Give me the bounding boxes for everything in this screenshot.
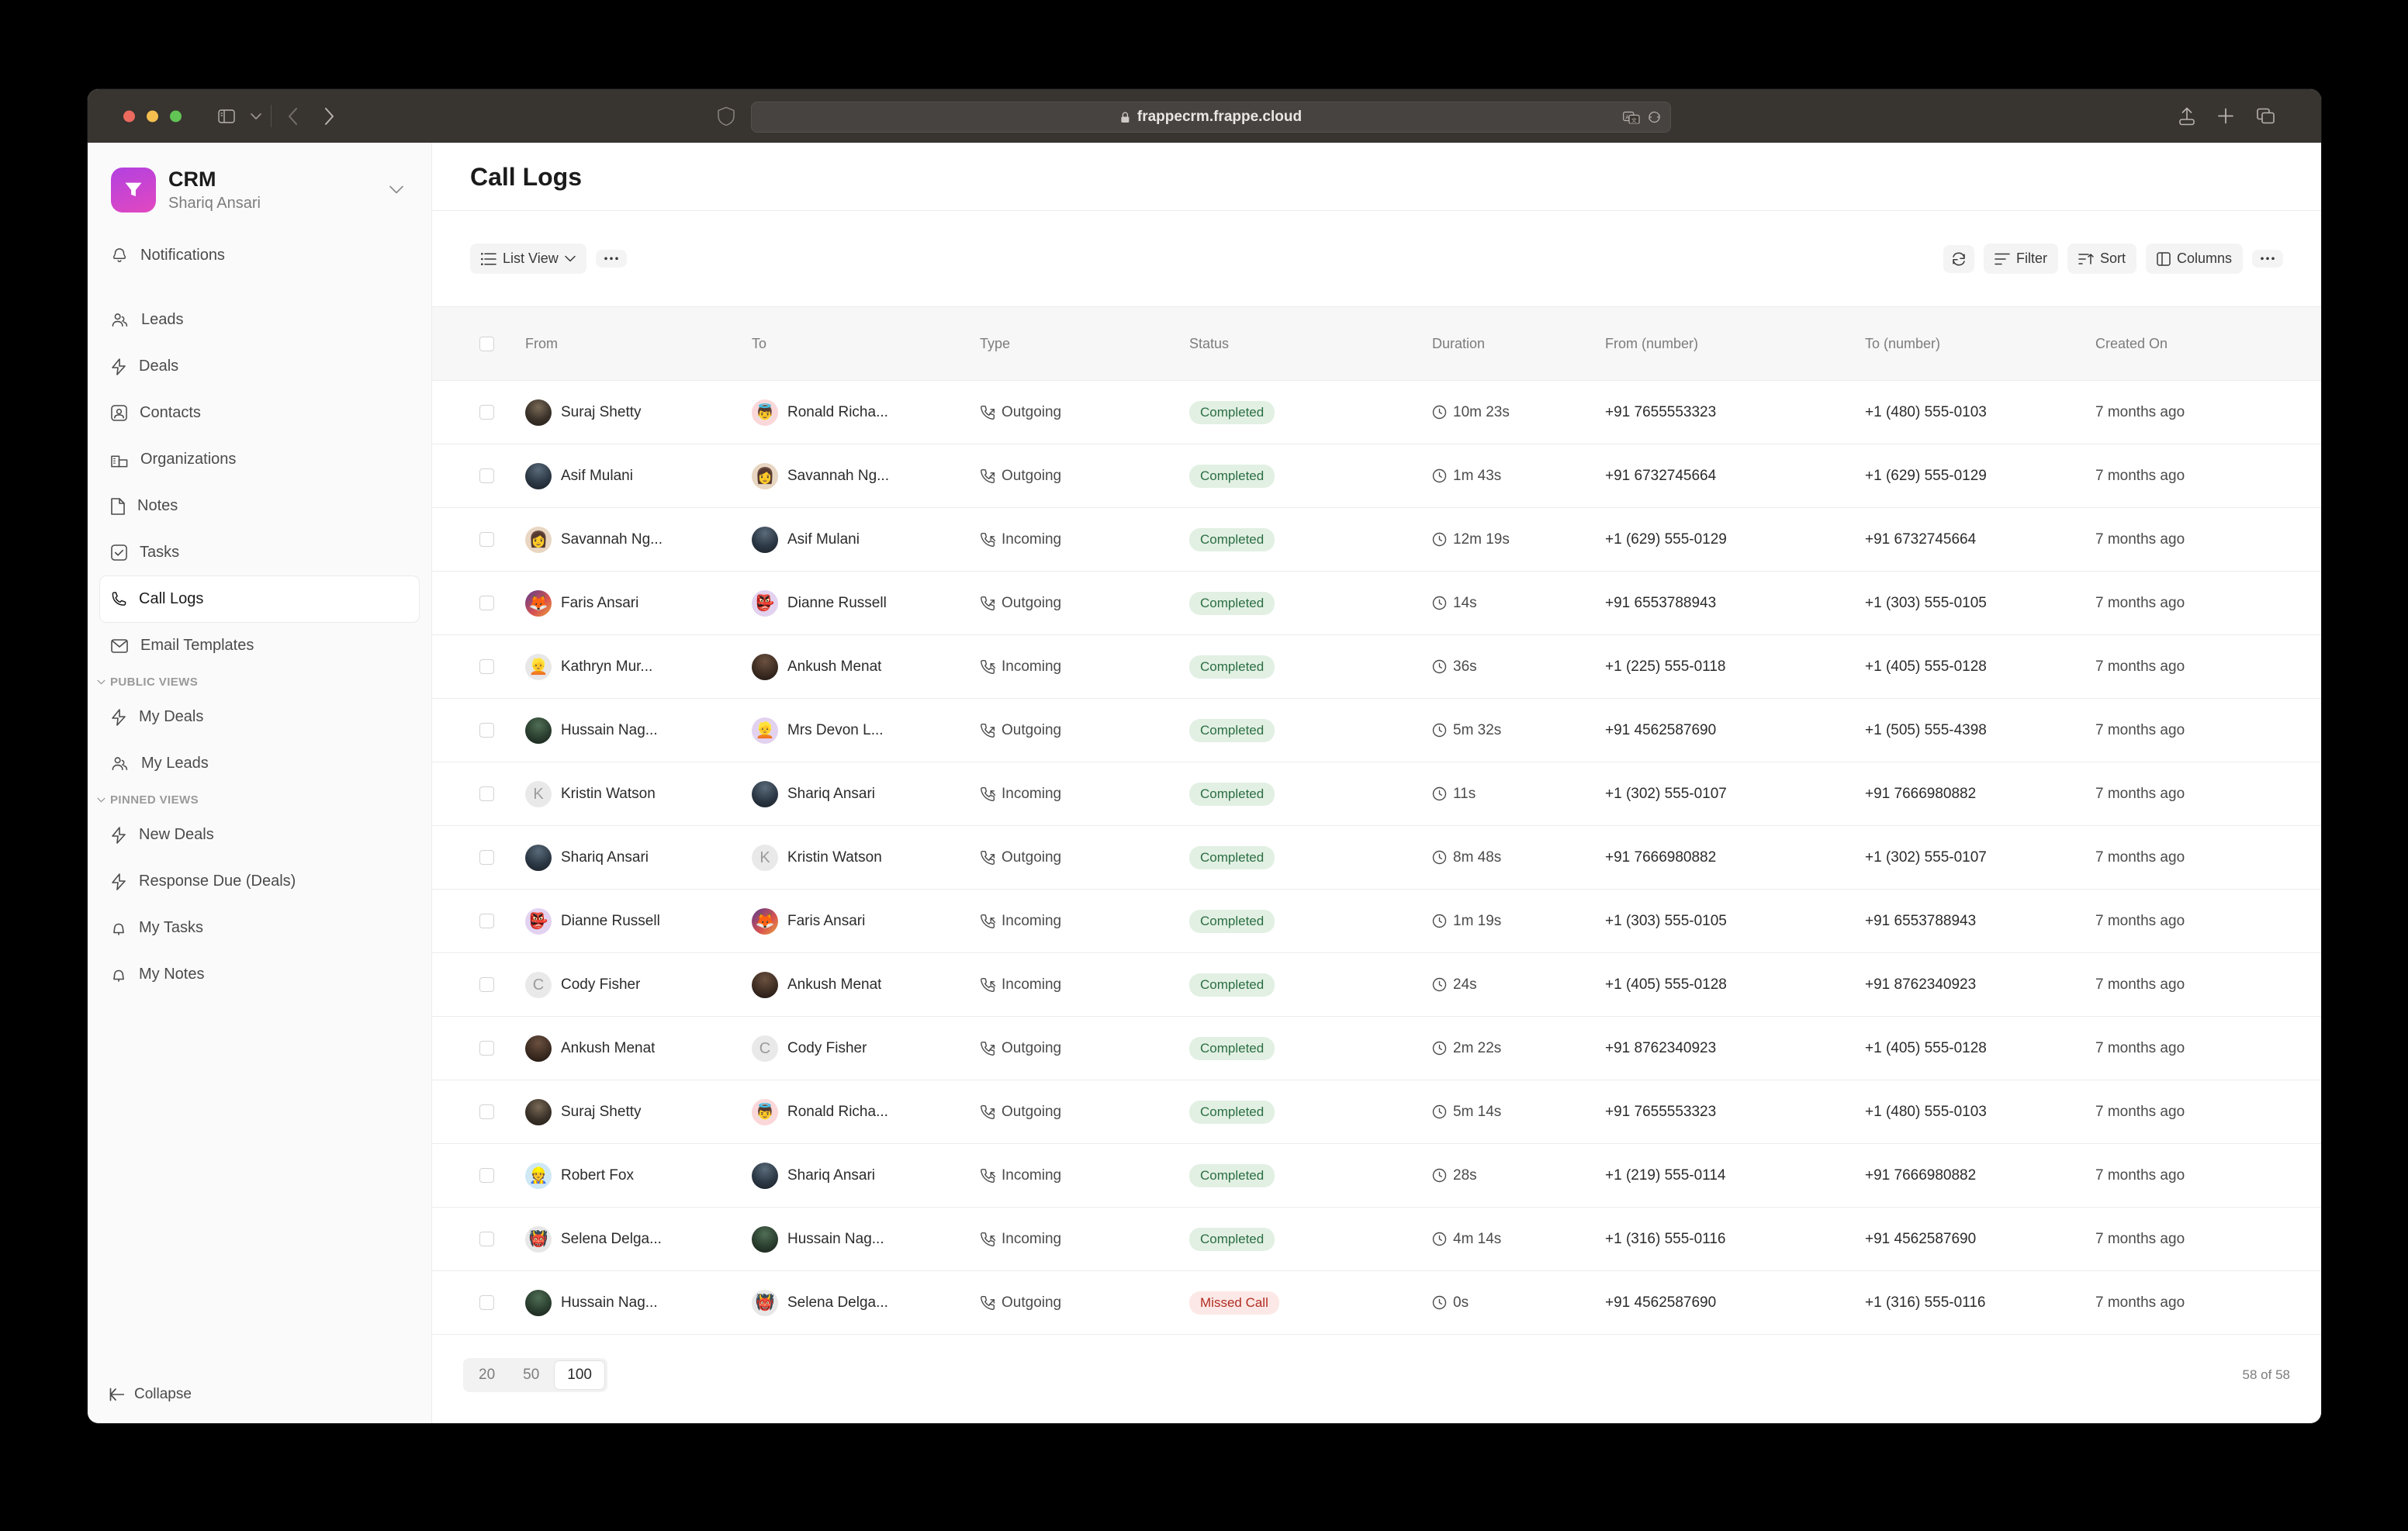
svg-text:文: 文	[1631, 116, 1637, 123]
